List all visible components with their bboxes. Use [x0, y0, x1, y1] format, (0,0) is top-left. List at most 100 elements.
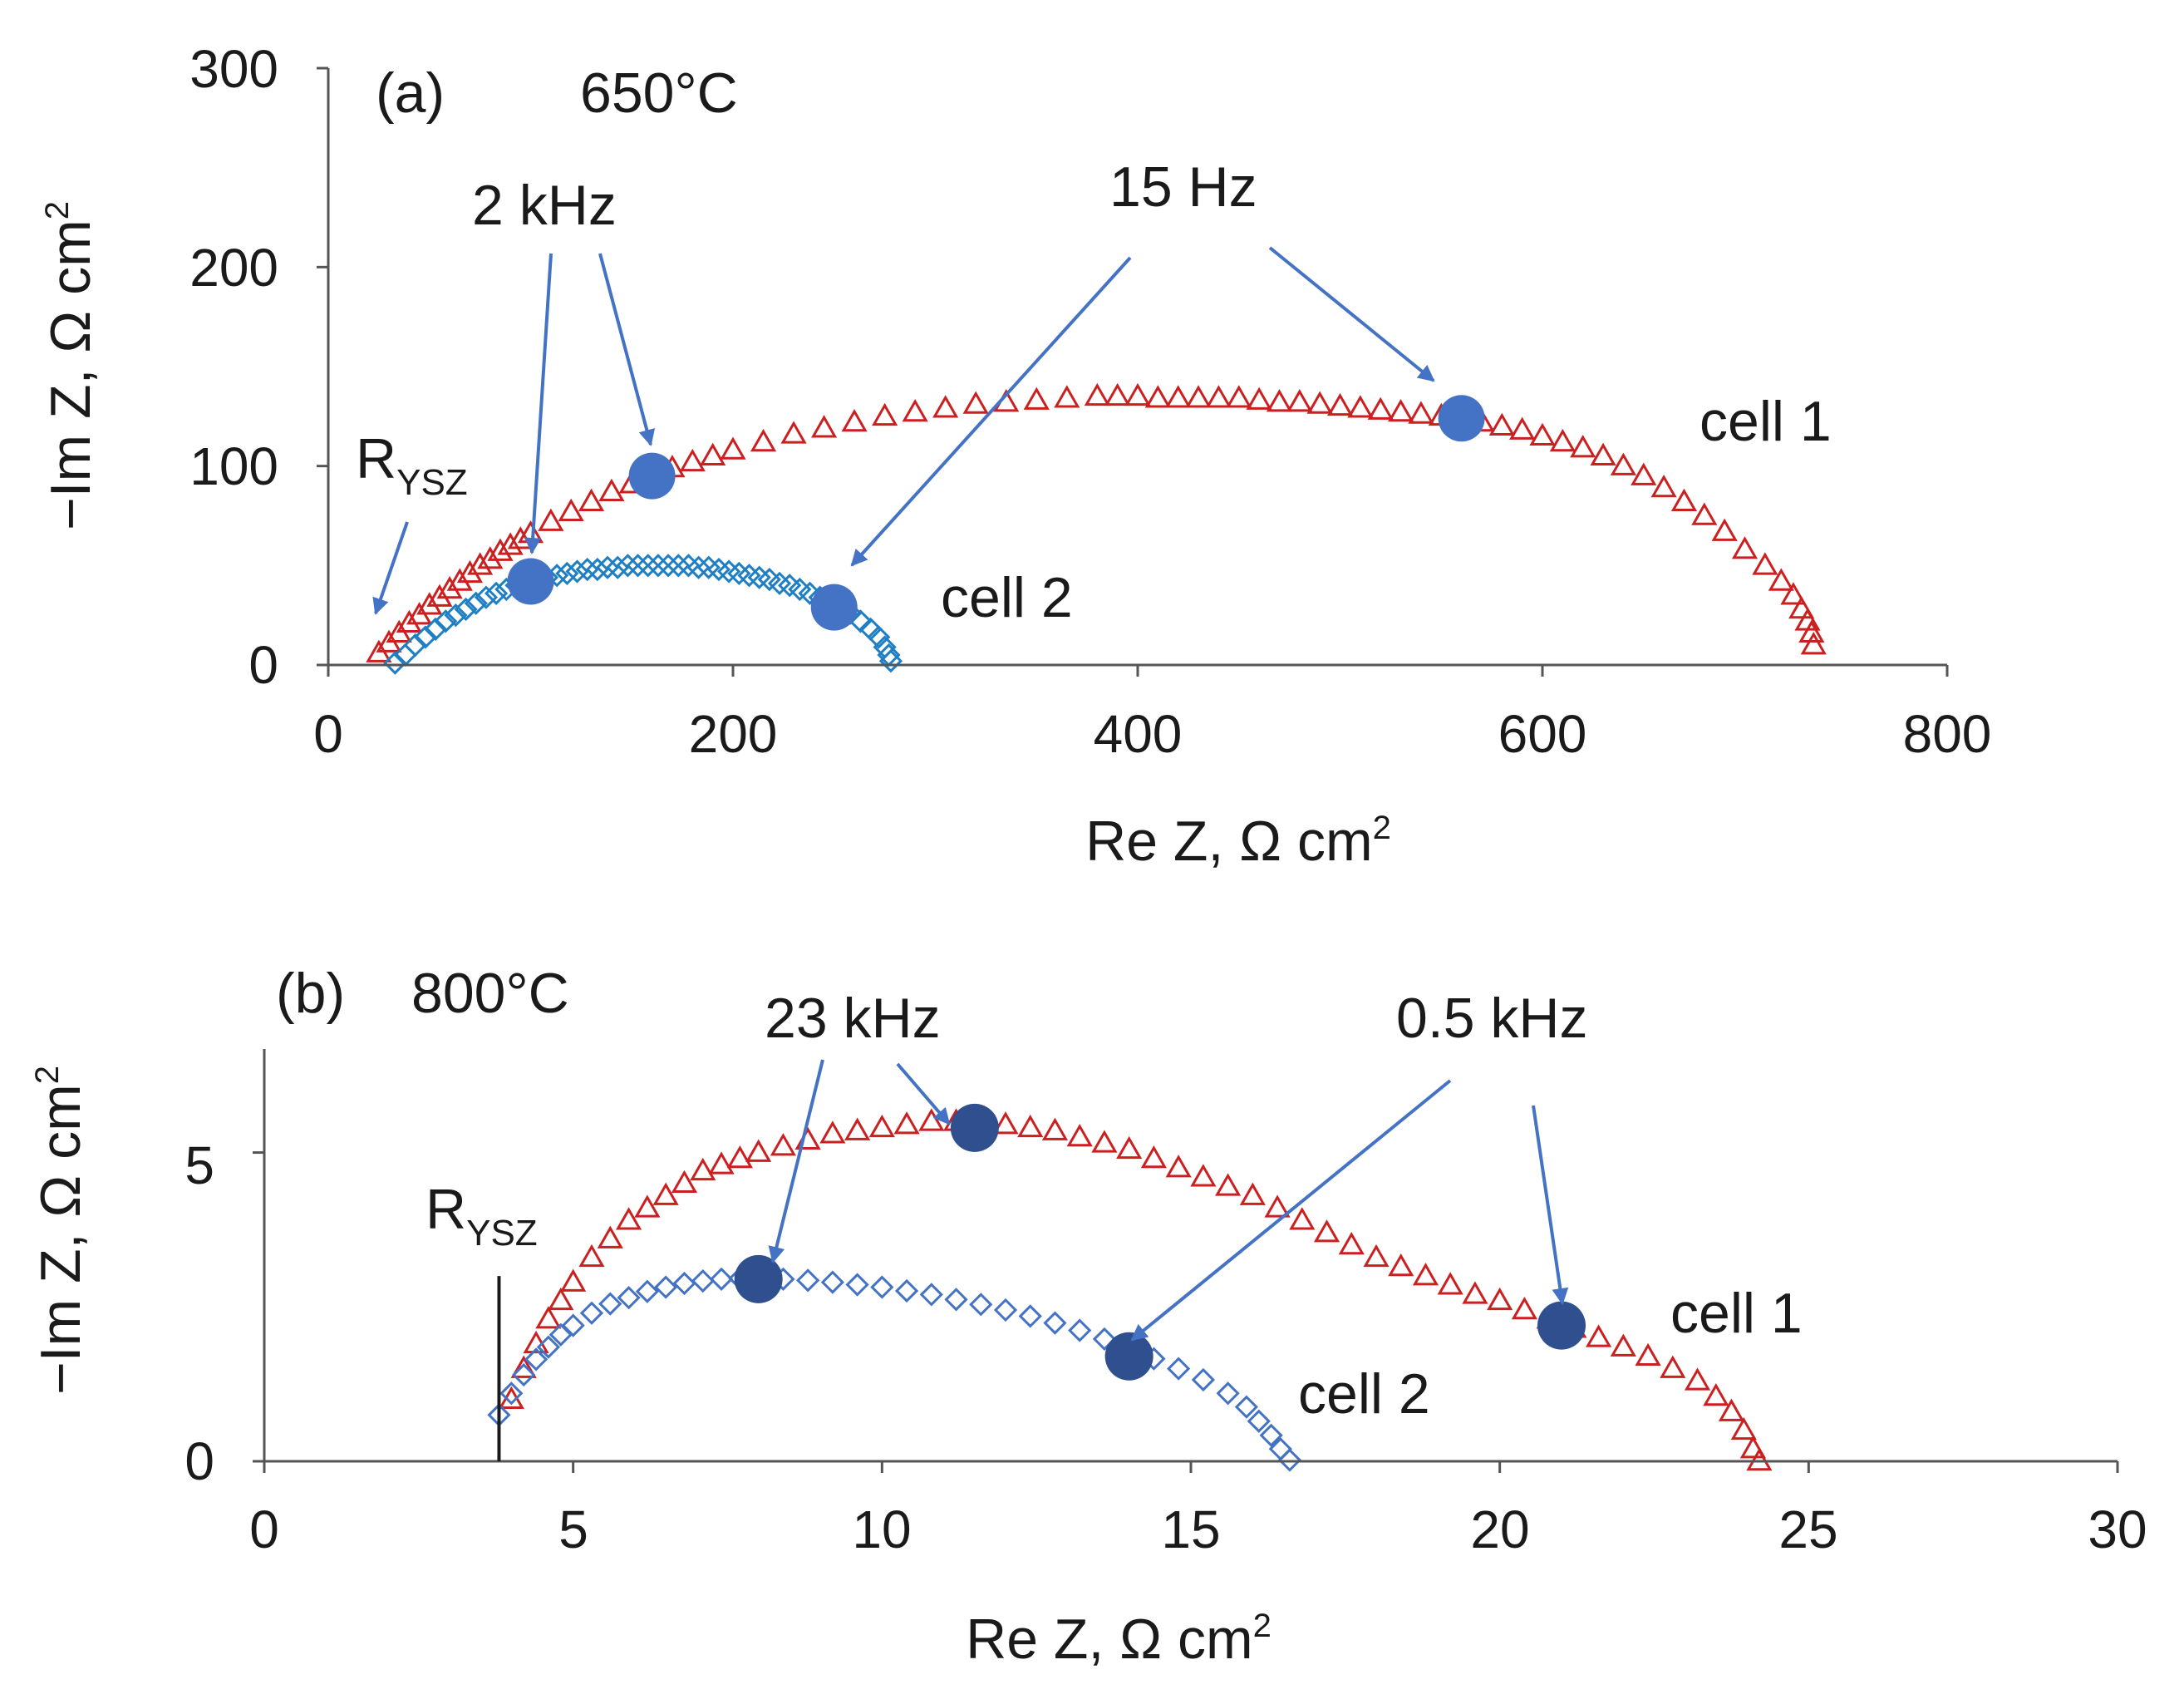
data-point-cell-1	[1041, 1117, 1069, 1140]
data-point-cell-1	[578, 1244, 605, 1268]
data-point-cell-1	[1306, 391, 1333, 414]
data-point-cell-1	[700, 442, 726, 465]
data-point-cell-2	[561, 1313, 585, 1337]
data-point-cell-1	[1190, 1164, 1217, 1187]
data-point-cell-2	[512, 1362, 536, 1387]
data-point-cell-1	[1590, 442, 1616, 465]
data-point-cell-1	[844, 1117, 871, 1140]
data-point-cell-1	[992, 1111, 1019, 1135]
data-point-cell-2	[595, 555, 620, 579]
data-point-cell-2	[499, 1381, 524, 1406]
data-point-cell-1	[1488, 412, 1515, 436]
data-point-cell-1	[962, 391, 989, 414]
data-point-cell-2	[413, 625, 438, 649]
data-point-cell-2	[919, 1283, 943, 1307]
panel-b-annotation-23khz: 23 kHz	[765, 987, 941, 1050]
data-point-cell-1	[1266, 389, 1293, 412]
data-point-cell-2	[686, 555, 711, 579]
data-point-cell-2	[788, 577, 812, 602]
panel-b-x-axis-title: Re Z, Ω cm2	[966, 1608, 1272, 1671]
data-point-cell-2	[820, 1270, 844, 1294]
data-point-cell-1	[1408, 401, 1434, 424]
data-point-cell-1	[1165, 385, 1192, 408]
data-point-cell-1	[1691, 502, 1718, 525]
data-point-cell-2	[709, 1267, 734, 1291]
data-point-cell-2	[654, 1275, 678, 1299]
panel-b-xtick-30: 30	[2088, 1500, 2147, 1559]
data-point-cell-1	[1313, 1219, 1340, 1243]
data-point-cell-1	[720, 436, 746, 460]
panel-b-series-cell-2	[487, 1266, 1302, 1472]
data-point-cell-2	[1018, 1304, 1042, 1328]
panel-a-x-axis-title: Re Z, Ω cm2	[1085, 810, 1391, 873]
panel-b-temperature: 800°C	[411, 962, 569, 1025]
panel-a-annotation-15hz: 15 Hz	[1109, 155, 1257, 219]
data-point-cell-1	[679, 448, 706, 472]
data-point-cell-2	[691, 1268, 715, 1293]
data-point-cell-1	[1387, 399, 1414, 422]
data-point-cell-2	[747, 565, 771, 589]
panel-a-annotation-2khz: 2 kHz	[472, 174, 617, 237]
data-point-cell-2	[434, 609, 458, 633]
data-point-cell-1	[1116, 1135, 1143, 1160]
data-point-cell-2	[1092, 1327, 1117, 1352]
panel-b-series-label-cell-2: cell 2	[1298, 1362, 1430, 1426]
data-point-cell-1	[1215, 1173, 1242, 1196]
data-point-cell-1	[615, 1207, 642, 1230]
data-point-cell-1	[1104, 382, 1131, 406]
data-point-cell-1	[1205, 385, 1232, 408]
panel-b-xtick-0: 0	[249, 1500, 279, 1559]
frequency-marker-cell-2	[1104, 1332, 1153, 1381]
data-point-cell-1	[597, 1225, 623, 1248]
data-point-cell-1	[1326, 392, 1354, 416]
data-point-cell-2	[667, 554, 691, 578]
data-point-cell-2	[585, 557, 609, 582]
data-point-cell-1	[1798, 619, 1825, 643]
data-point-cell-1	[745, 1139, 772, 1162]
data-point-cell-2	[484, 581, 509, 605]
data-point-cell-1	[1338, 1231, 1365, 1255]
data-point-cell-1	[1670, 488, 1698, 511]
data-point-cell-1	[510, 1355, 537, 1378]
data-point-cell-2	[767, 571, 792, 595]
panel-b-xtick-20: 20	[1470, 1500, 1529, 1559]
data-point-cell-1	[1549, 428, 1576, 452]
data-point-cell-1	[1718, 1398, 1745, 1421]
data-point-cell-1	[1509, 416, 1536, 440]
data-point-cell-2	[656, 554, 681, 578]
data-point-cell-1	[477, 546, 504, 569]
data-point-cell-1	[1054, 385, 1080, 408]
data-point-cell-1	[1511, 1296, 1537, 1320]
panel-a-series-cell-1	[366, 382, 1827, 662]
panel-a-arrow-15hz-cell2	[850, 256, 1132, 567]
data-point-cell-1	[1388, 1253, 1414, 1277]
data-point-cell-2	[1247, 1409, 1271, 1433]
panel-b-series-cell-1	[498, 1108, 1773, 1471]
data-point-cell-1	[1684, 1367, 1711, 1391]
panel-a: 0 100 200 300 0 200 400 600 800 Re Z, Ω …	[39, 39, 1991, 873]
frequency-marker-cell-1	[950, 1103, 999, 1152]
data-point-cell-2	[672, 1271, 696, 1296]
panel-a-xtick-800: 800	[1903, 704, 1992, 764]
panel-b-arrow-23khz-cell1	[896, 1062, 951, 1125]
data-point-cell-1	[548, 1287, 574, 1311]
data-point-cell-2	[575, 557, 599, 582]
data-point-cell-1	[396, 609, 422, 633]
data-point-cell-2	[757, 567, 781, 592]
data-point-cell-1	[1066, 1123, 1093, 1147]
data-point-cell-1	[538, 508, 564, 531]
panel-a-arrow-2khz-cell2	[524, 253, 553, 554]
data-point-cell-1	[1660, 1355, 1686, 1378]
data-point-cell-1	[456, 559, 484, 584]
data-point-cell-2	[606, 555, 630, 579]
data-point-cell-1	[1711, 518, 1738, 541]
data-point-cell-1	[560, 1268, 587, 1292]
data-point-cell-2	[737, 564, 761, 588]
data-point-cell-1	[1780, 582, 1807, 605]
data-point-cell-1	[780, 421, 807, 444]
data-point-cell-2	[403, 633, 427, 657]
panel-b-ytick-5: 5	[184, 1135, 214, 1195]
frequency-marker-cell-1	[628, 452, 676, 500]
data-point-cell-1	[810, 415, 838, 438]
panel-a-ytick-200: 200	[189, 238, 278, 298]
